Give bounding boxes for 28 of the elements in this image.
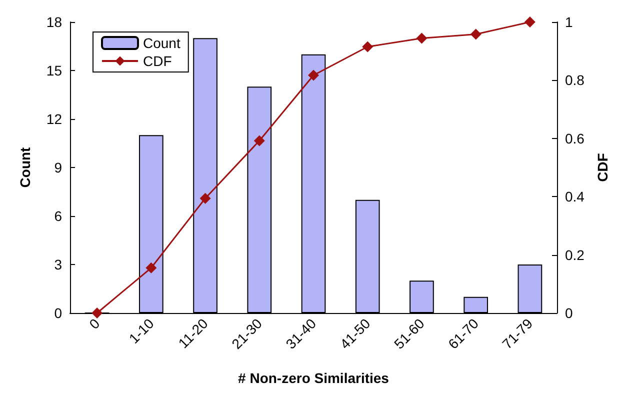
y2-tick-label: 0.2 xyxy=(565,246,585,263)
legend-label: CDF xyxy=(143,53,172,69)
point xyxy=(200,192,211,204)
y-tick-label: 9 xyxy=(54,160,62,176)
point xyxy=(308,70,319,81)
y2-tick-label: 0.6 xyxy=(565,130,585,146)
point xyxy=(416,32,428,44)
legend-label: Count xyxy=(143,35,180,51)
y-tick-label: 18 xyxy=(46,14,62,30)
point xyxy=(524,16,536,28)
y-tick-label: 0 xyxy=(54,305,62,321)
y-tick-label: 3 xyxy=(54,256,62,272)
point xyxy=(92,308,103,318)
point xyxy=(146,262,157,274)
y2-axis-title: CDF xyxy=(594,152,610,182)
x-axis-title: # Non-zero Similarities xyxy=(238,370,390,386)
y-tick-label: 12 xyxy=(46,111,62,127)
y-tick-label: 6 xyxy=(54,208,62,224)
y2-tick-label: 0.4 xyxy=(565,188,585,205)
y-axis-title: Count xyxy=(17,146,33,188)
y2-tick-label: 1 xyxy=(565,14,573,30)
point xyxy=(470,28,482,40)
x-tick-label: 0 xyxy=(86,315,103,332)
y2-tick-label: 0 xyxy=(565,305,573,321)
y-tick-label: 15 xyxy=(46,62,62,78)
point xyxy=(254,135,265,146)
y2-tick-label: 0.8 xyxy=(565,72,585,88)
point xyxy=(362,41,374,52)
